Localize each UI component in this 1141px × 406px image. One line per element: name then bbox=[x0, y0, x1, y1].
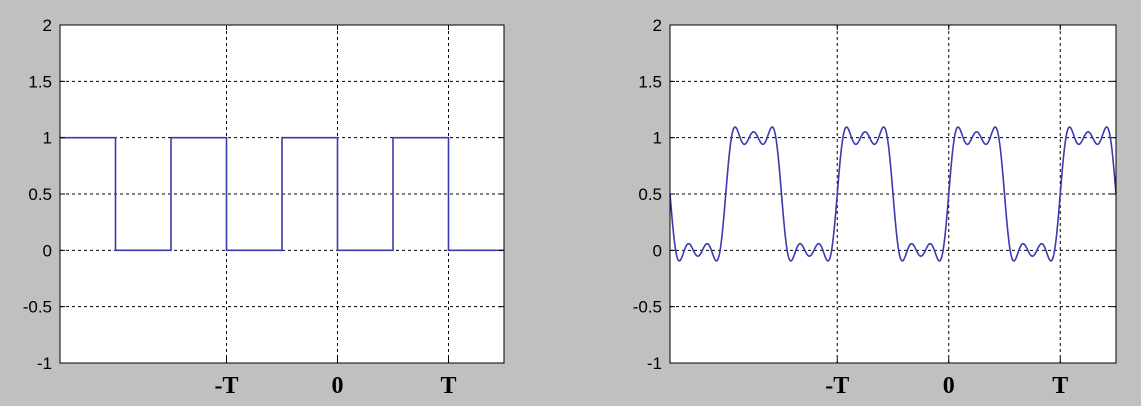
series-line bbox=[669, 126, 1117, 262]
y-tick-label: 2 bbox=[43, 16, 52, 35]
y-tick-label: 1 bbox=[43, 129, 52, 148]
y-tick-label: 1.5 bbox=[28, 72, 52, 91]
x-tick-label: T bbox=[1052, 373, 1068, 399]
x-tick-label: 0 bbox=[332, 373, 344, 399]
y-tick-label: 1.5 bbox=[638, 72, 662, 91]
x-tick-label: -T bbox=[825, 373, 849, 399]
x-tick-label: T bbox=[440, 373, 456, 399]
x-tick-label: 0 bbox=[943, 373, 955, 399]
chart-panel-2: 2 1.5 1 0.5 0 -0.5 -1 -T 0 T bbox=[633, 16, 1117, 399]
y-tick-label: 0.5 bbox=[28, 185, 52, 204]
y-tick-label: 0 bbox=[653, 241, 662, 260]
y-tick-label: 2 bbox=[653, 16, 662, 35]
y-tick-label: -0.5 bbox=[633, 298, 662, 317]
x-tick-label: -T bbox=[215, 373, 239, 399]
chart-panel-1: 2 1.5 1 0.5 0 -0.5 -1 -T 0 T bbox=[23, 16, 505, 399]
y-tick-label: 0 bbox=[43, 241, 52, 260]
y-tick-label: -1 bbox=[647, 354, 662, 373]
series-line bbox=[60, 136, 504, 252]
y-tick-label: -0.5 bbox=[23, 298, 52, 317]
y-tick-label: -1 bbox=[37, 354, 52, 373]
y-tick-label: 1 bbox=[653, 129, 662, 148]
y-tick-label: 0.5 bbox=[638, 185, 662, 204]
